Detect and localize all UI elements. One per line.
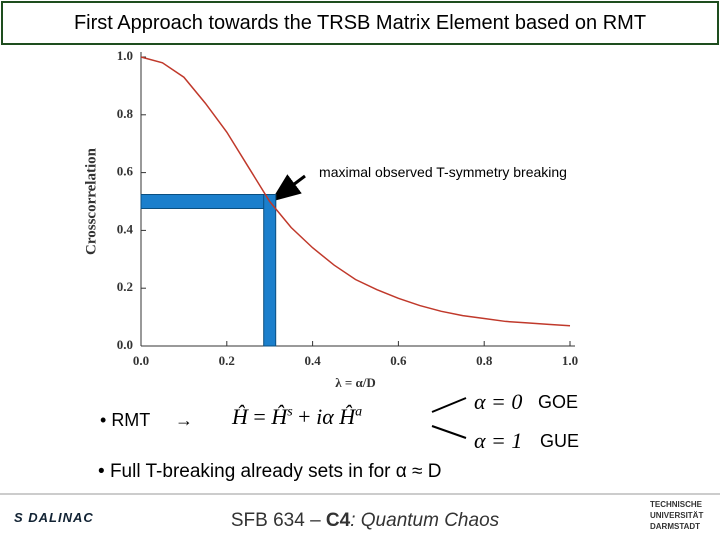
x-axis-label: λ = α/D (335, 375, 376, 390)
footer-text: SFB 634 – (230, 510, 326, 531)
slide-title: First Approach towards the TRSB Matrix E… (1, 1, 719, 45)
f-op: = (253, 404, 266, 429)
y-tick-label: 0.8 (117, 106, 134, 121)
case-label: GUE (540, 431, 580, 451)
formula: Ĥ = Ĥs + iα Ĥa (232, 404, 362, 430)
annotation-arrow (270, 174, 306, 202)
case-label: GOE (538, 392, 579, 412)
y-tick-label: 0.4 (117, 221, 134, 236)
x-tick-label: 0.6 (390, 353, 407, 368)
bracket (431, 397, 467, 413)
f-sup: s (287, 404, 293, 420)
x-tick-label: 0.0 (133, 353, 149, 368)
footer-text: C4 (325, 510, 351, 531)
y-tick-label: 0.6 (117, 164, 134, 179)
y-tick-label: 1.0 (117, 48, 133, 63)
x-tick-label: 0.8 (476, 353, 493, 368)
logo-text: UNIVERSITÄT (650, 511, 704, 520)
logo-text: TECHNISCHE (650, 500, 703, 509)
f-term: Ĥ (271, 404, 288, 429)
bullet-text: RMT (111, 410, 150, 430)
f-term: iα (316, 404, 334, 429)
left-logo: S DALINAC (14, 510, 94, 525)
right-logo: TECHNISCHE UNIVERSITÄT DARMSTADT (650, 499, 703, 532)
f-sup: a (355, 404, 363, 420)
footer: SFB 634 – C4: Quantum Chaos (0, 510, 720, 532)
annotation: maximal observed T-symmetry breaking (319, 164, 567, 180)
case-cond: α = 0 (474, 389, 523, 414)
x-tick-label: 0.4 (304, 353, 321, 368)
x-tick-label: 1.0 (562, 353, 578, 368)
logo-text: DARMSTADT (650, 522, 701, 531)
footer-text: : Quantum Chaos (350, 510, 500, 531)
bullet: • Full T-breaking already sets in for α … (98, 461, 442, 482)
marker-v (263, 194, 277, 347)
arrow: → (175, 410, 193, 430)
marker-h (140, 194, 277, 209)
x-tick-label: 0.2 (219, 353, 235, 368)
f-op: + (298, 404, 311, 429)
y-tick-label: 0.0 (117, 337, 133, 352)
bullet: • RMT → (100, 410, 193, 430)
f-term: Ĥ (232, 404, 248, 429)
y-axis-label: Crosscorrelation (83, 147, 99, 255)
bracket (431, 425, 467, 439)
line (140, 56, 571, 327)
y-tick-label: 0.2 (117, 279, 133, 294)
f-term: Ĥ (339, 404, 356, 429)
bullet-text: Full T-breaking already sets in for α ≈ … (109, 461, 442, 482)
case-cond: α = 1 (474, 428, 523, 453)
